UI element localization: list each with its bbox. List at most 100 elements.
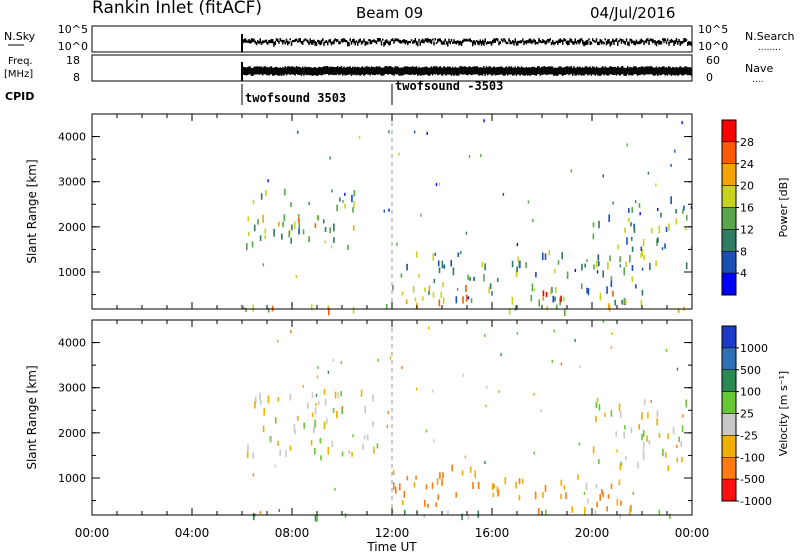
freq-trace-mark — [299, 66, 301, 75]
data-cell — [342, 199, 344, 203]
freq-trace-mark — [368, 66, 370, 75]
noise-trace-mark — [528, 39, 530, 44]
freq-trace-mark — [287, 66, 289, 75]
colorbar-tick-label: -25 — [740, 429, 758, 442]
freq-trace-mark — [565, 66, 568, 75]
noise-trace-mark — [678, 38, 680, 43]
freq-trace-mark — [423, 67, 425, 76]
freq-trace-mark — [603, 67, 605, 76]
data-cell — [514, 305, 517, 311]
freq-trace-mark — [262, 67, 264, 76]
noise-trace-mark — [530, 39, 533, 45]
freq-trace-mark — [490, 67, 493, 76]
data-cell — [554, 268, 556, 274]
freq-trace-mark — [312, 67, 314, 76]
data-cell — [642, 430, 645, 437]
noise-trace-mark — [307, 39, 309, 43]
noise-trace-mark — [344, 39, 346, 43]
data-cell — [608, 305, 611, 312]
noise-trace-mark — [592, 38, 594, 41]
data-cell — [267, 307, 270, 313]
freq-trace-mark — [275, 66, 278, 75]
data-cell — [550, 289, 552, 295]
noise-trace-mark — [440, 40, 443, 45]
data-cell — [433, 278, 436, 284]
noise-trace-mark — [250, 38, 253, 44]
data-cell — [435, 183, 438, 187]
data-cell — [625, 261, 627, 268]
noise-trace-mark — [583, 41, 585, 47]
data-cell — [556, 304, 558, 310]
data-cell — [611, 332, 613, 336]
colorbar-swatch — [721, 163, 737, 186]
noise-trace-mark — [393, 40, 395, 44]
data-cell — [314, 407, 317, 415]
freq-trace-mark — [498, 67, 500, 76]
data-cell — [571, 506, 574, 513]
data-cell — [497, 490, 499, 497]
freq-trace-mark — [404, 66, 406, 75]
freq-trace-mark — [520, 66, 523, 75]
freq-trace-mark — [309, 67, 311, 76]
data-cell — [631, 276, 634, 282]
noise-trace-mark — [479, 39, 481, 44]
freq-trace-mark — [384, 66, 386, 75]
freq-trace-mark — [328, 67, 330, 76]
noise-trace-mark — [653, 40, 655, 43]
freq-trace-mark — [579, 66, 581, 75]
freq-trace-mark — [347, 66, 349, 75]
freq-trace-mark — [302, 66, 304, 75]
noise-trace-mark — [402, 39, 404, 43]
noise-trace-mark — [400, 40, 403, 44]
data-cell — [386, 424, 389, 428]
noise-trace-mark — [299, 38, 301, 43]
noise-trace-mark — [624, 41, 626, 45]
data-cell — [401, 291, 404, 296]
noise-trace-mark — [550, 41, 553, 46]
data-cell — [278, 221, 280, 227]
noise-trace-mark — [300, 40, 303, 44]
noise-trace-mark — [352, 39, 354, 43]
data-cell — [317, 400, 320, 405]
freq-trace-mark — [315, 67, 318, 76]
noise-trace-mark — [538, 38, 540, 43]
data-cell — [592, 222, 595, 228]
noise-trace-mark — [675, 38, 678, 43]
freq-trace-mark — [553, 67, 555, 76]
noise-trace-mark — [523, 40, 525, 46]
noise-trace-mark — [572, 40, 574, 45]
data-cell — [277, 397, 280, 402]
data-cell — [660, 212, 662, 218]
data-cell — [682, 414, 684, 418]
data-cell — [610, 345, 613, 349]
cpid-segment-label: twofsound -3503 — [395, 79, 503, 93]
noise-trace-mark — [249, 40, 251, 44]
data-cell — [638, 423, 640, 430]
noise-trace-mark — [254, 40, 256, 44]
freq-trace-mark — [447, 66, 449, 75]
data-cell — [298, 213, 300, 217]
data-cell — [247, 444, 249, 452]
freq-trace-mark — [390, 66, 393, 75]
data-cell — [265, 190, 267, 196]
data-cell — [394, 486, 397, 494]
data-cell — [617, 244, 619, 250]
data-cell — [297, 130, 299, 134]
data-cell — [432, 292, 435, 298]
data-cell — [680, 441, 683, 447]
noise-trace-mark — [379, 38, 381, 42]
noise-trace-mark — [467, 39, 469, 42]
data-cell — [341, 451, 344, 457]
noise-trace-mark — [415, 40, 418, 46]
data-cell — [376, 443, 379, 449]
freq-trace-mark — [599, 67, 601, 76]
y-tick-label: 3000 — [58, 176, 86, 189]
freq-trace-mark — [249, 66, 251, 75]
data-cell — [486, 385, 488, 389]
freq-trace-mark — [383, 67, 385, 76]
noise-trace-mark — [370, 40, 373, 45]
data-cell — [267, 179, 269, 183]
freq-trace-mark — [438, 66, 440, 75]
freq-trace-mark — [389, 66, 391, 75]
noise-trace-mark — [590, 41, 593, 45]
